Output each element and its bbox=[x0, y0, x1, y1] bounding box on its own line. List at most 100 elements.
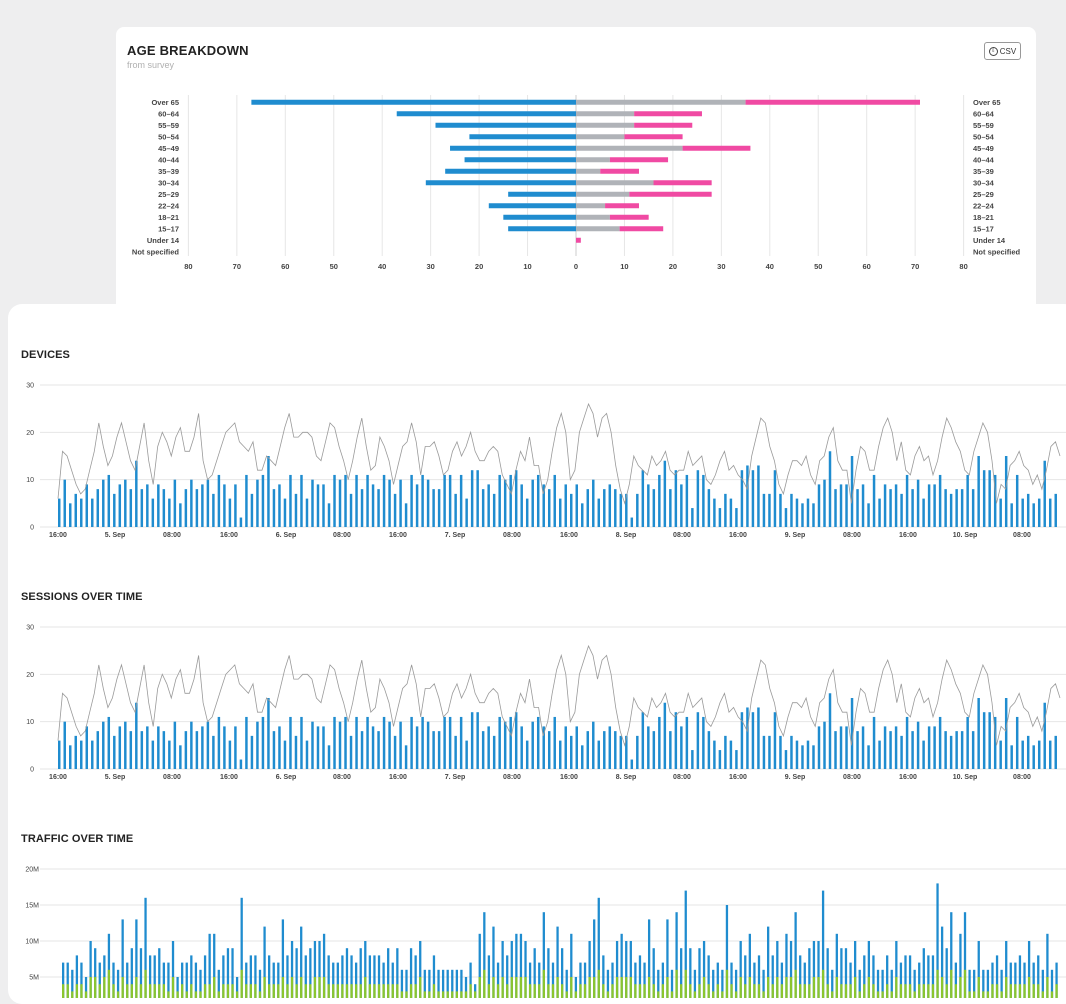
traffic-bar-secondary bbox=[744, 984, 747, 998]
traffic-bar bbox=[1055, 962, 1058, 998]
data-bar bbox=[586, 731, 590, 769]
data-bar bbox=[107, 716, 111, 769]
traffic-bar bbox=[652, 948, 655, 998]
traffic-bar-secondary bbox=[542, 969, 545, 998]
data-bar bbox=[641, 712, 645, 769]
data-bar bbox=[80, 740, 83, 769]
traffic-bar bbox=[767, 926, 770, 998]
data-bar bbox=[795, 740, 799, 769]
data-bar bbox=[151, 740, 155, 769]
age-label-right: Not specified bbox=[973, 247, 1021, 256]
traffic-bar bbox=[936, 883, 939, 998]
data-bar bbox=[234, 726, 237, 769]
data-bar bbox=[663, 460, 667, 527]
data-bar bbox=[955, 489, 958, 527]
traffic-bar bbox=[776, 941, 779, 998]
traffic-bar-secondary bbox=[771, 984, 774, 998]
data-bar bbox=[388, 721, 391, 769]
data-bar bbox=[1026, 493, 1030, 527]
data-bar bbox=[173, 479, 177, 527]
data-bar bbox=[85, 484, 89, 527]
traffic-bar-secondary bbox=[510, 977, 513, 998]
traffic-bar-secondary bbox=[620, 977, 623, 998]
traffic-bar bbox=[762, 969, 765, 998]
traffic-bar bbox=[208, 933, 211, 998]
traffic-bar bbox=[167, 962, 170, 998]
traffic-bar-secondary bbox=[460, 991, 463, 998]
data-bar bbox=[135, 702, 138, 769]
traffic-bar-secondary bbox=[675, 969, 678, 998]
data-bar bbox=[900, 493, 903, 527]
data-bar bbox=[305, 498, 309, 527]
data-bar bbox=[316, 484, 320, 527]
traffic-title: TRAFFIC OVER TIME bbox=[21, 833, 134, 845]
traffic-bar-secondary bbox=[597, 969, 600, 998]
traffic-bar bbox=[336, 962, 339, 998]
data-bar bbox=[283, 498, 287, 527]
data-bar bbox=[190, 721, 193, 769]
traffic-bar-secondary bbox=[702, 977, 706, 998]
data-bar bbox=[603, 731, 606, 769]
traffic-bar bbox=[593, 919, 596, 998]
age-x-tick: 10 bbox=[523, 262, 531, 271]
traffic-bar-secondary bbox=[680, 984, 683, 998]
traffic-bar bbox=[272, 962, 275, 998]
x-tick-label: 16:00 bbox=[899, 774, 917, 781]
traffic-bar bbox=[464, 977, 468, 998]
traffic-bar-secondary bbox=[286, 984, 289, 998]
traffic-bar-secondary bbox=[785, 977, 788, 998]
traffic-bar bbox=[268, 955, 271, 998]
age-label-right: 18–21 bbox=[973, 213, 994, 222]
data-bar bbox=[1010, 745, 1013, 769]
traffic-bar bbox=[382, 962, 385, 998]
traffic-bar bbox=[1046, 933, 1049, 998]
age-x-tick: 20 bbox=[669, 262, 677, 271]
data-bar bbox=[927, 726, 931, 769]
data-bar bbox=[481, 489, 485, 527]
data-bar bbox=[344, 474, 347, 527]
y-tick-label: 0 bbox=[30, 525, 34, 532]
data-bar bbox=[889, 731, 892, 769]
data-bar bbox=[217, 716, 221, 769]
data-bar bbox=[322, 484, 325, 527]
traffic-bar bbox=[524, 941, 527, 998]
data-bar bbox=[982, 712, 986, 769]
traffic-bar bbox=[908, 955, 912, 998]
traffic-bar-secondary bbox=[547, 984, 550, 998]
traffic-bar-secondary bbox=[721, 991, 724, 998]
traffic-bar-secondary bbox=[107, 969, 111, 998]
age-label-right: Under 14 bbox=[973, 236, 1006, 245]
y-tick-label: 20 bbox=[26, 672, 34, 679]
age-label-right: 25–29 bbox=[973, 190, 994, 199]
traffic-bar bbox=[405, 969, 408, 998]
traffic-bar-secondary bbox=[304, 984, 307, 998]
traffic-bar-secondary bbox=[162, 984, 166, 998]
data-bar bbox=[503, 721, 507, 769]
traffic-bar bbox=[753, 962, 756, 998]
data-bar bbox=[157, 484, 160, 527]
data-bar bbox=[691, 508, 694, 527]
traffic-bar bbox=[286, 955, 289, 998]
age-label-left: 30–34 bbox=[158, 178, 180, 187]
traffic-bar-secondary bbox=[1000, 991, 1003, 998]
data-bar bbox=[520, 726, 523, 769]
traffic-bar bbox=[831, 969, 834, 998]
traffic-bar bbox=[213, 933, 216, 998]
traffic-bar bbox=[66, 962, 69, 998]
traffic-bar bbox=[80, 962, 83, 998]
data-bar bbox=[168, 740, 171, 769]
age-bar-gray bbox=[576, 191, 630, 197]
traffic-bar bbox=[341, 955, 344, 998]
sessions-title: SESSIONS OVER TIME bbox=[21, 591, 143, 603]
data-bar bbox=[140, 731, 144, 769]
traffic-bar-secondary bbox=[313, 977, 317, 998]
csv-download-button[interactable]: ⇩ CSV bbox=[984, 42, 1021, 60]
data-bar bbox=[757, 707, 760, 769]
traffic-bar-secondary bbox=[940, 977, 944, 998]
data-bar bbox=[124, 721, 127, 769]
x-tick-label: 16:00 bbox=[389, 532, 407, 539]
traffic-bar bbox=[973, 969, 976, 998]
traffic-bar-secondary bbox=[579, 984, 582, 998]
traffic-bar bbox=[1014, 962, 1017, 998]
data-bar bbox=[861, 484, 865, 527]
